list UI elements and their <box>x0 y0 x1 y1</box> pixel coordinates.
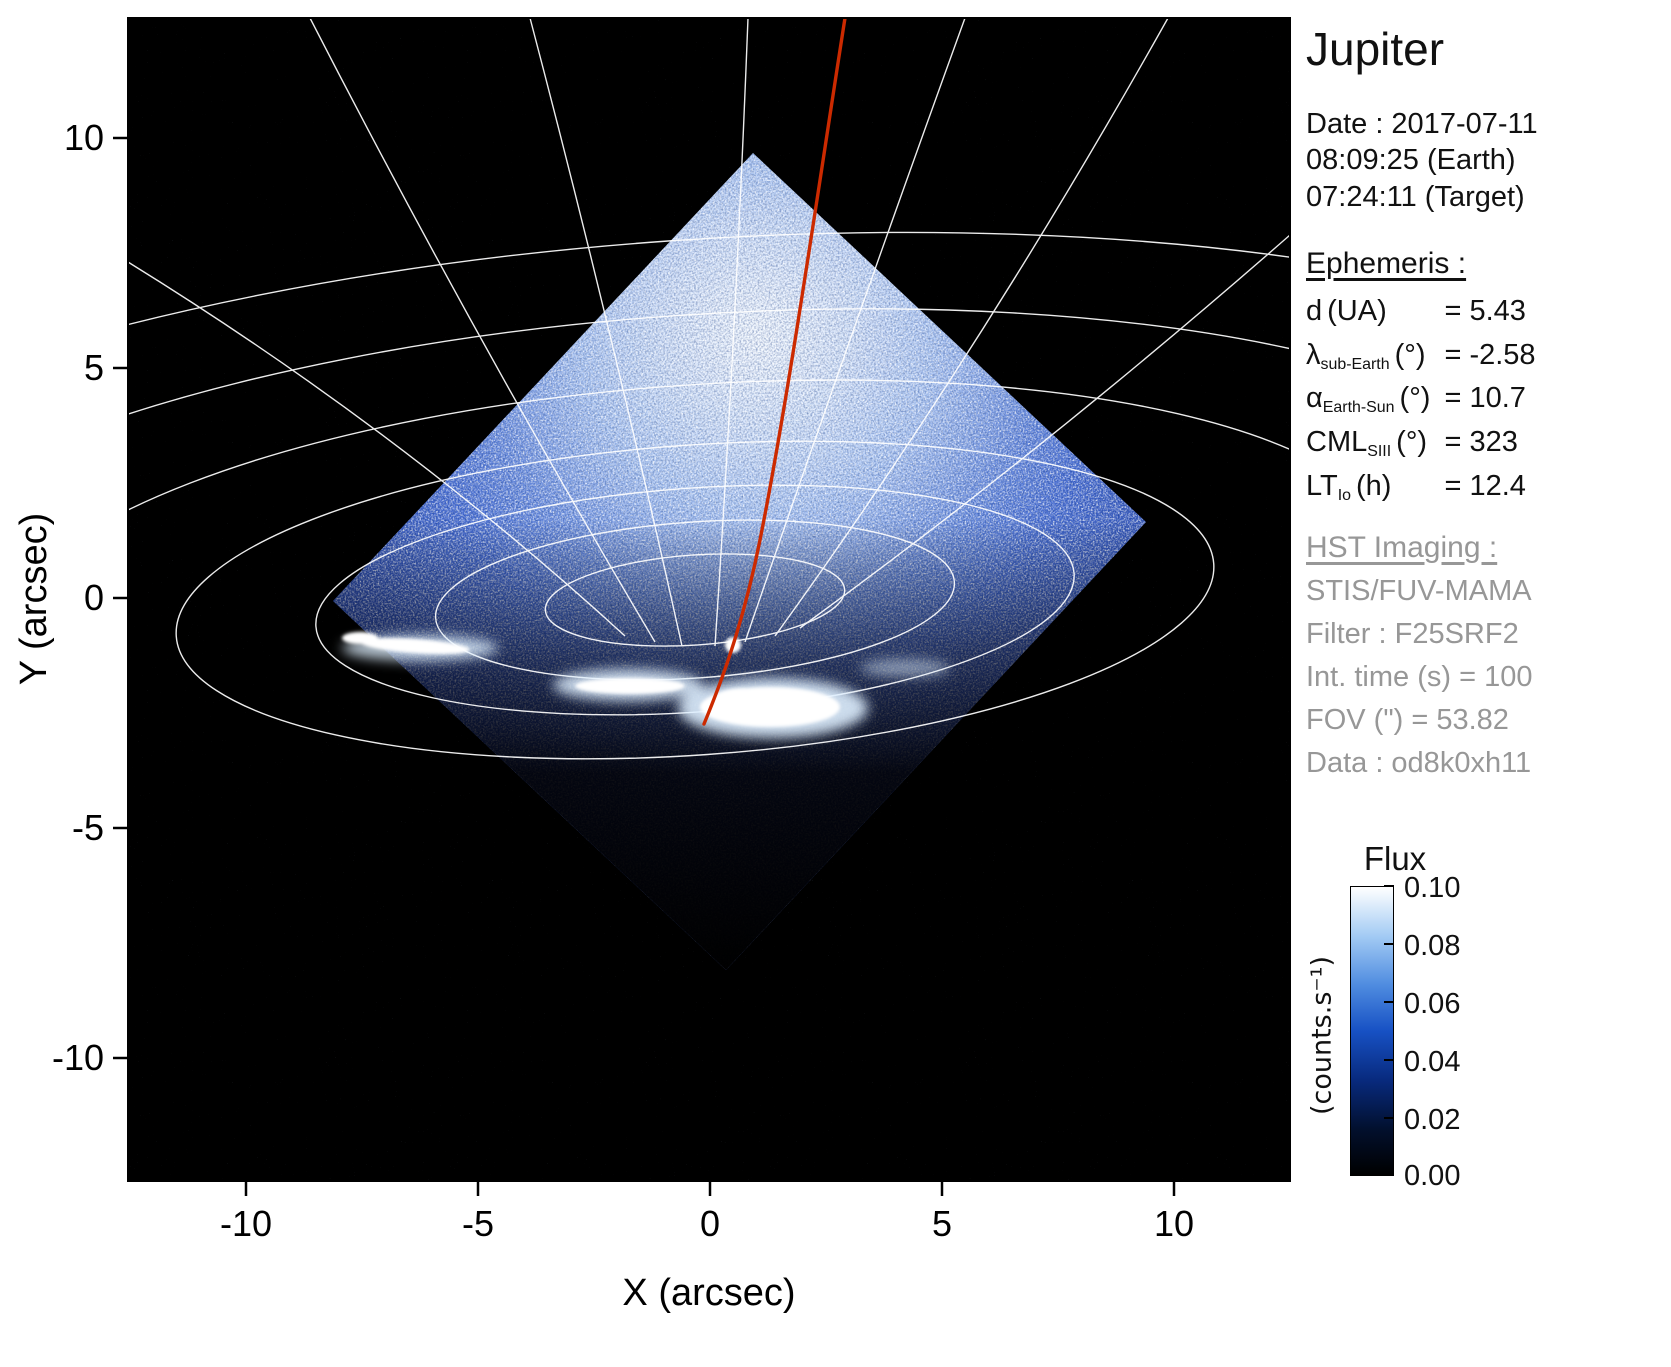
hst-filter: Filter : F25SRF2 <box>1306 617 1519 650</box>
auroral-emission <box>342 632 950 738</box>
colorbar-gradient <box>1350 886 1394 1176</box>
colorbar-tick-label: 0.06 <box>1404 988 1461 1020</box>
x-axis-title: X (arcsec) <box>622 1272 795 1314</box>
target-time-line: 07:24:11 (Target) <box>1306 180 1525 213</box>
colorbar-tick-label: 0.00 <box>1404 1160 1461 1192</box>
colorbar-unit-label: (counts.s⁻¹) <box>1306 955 1338 1116</box>
y-tick-label: 5 <box>84 347 104 388</box>
hst-imaging-header: HST Imaging : <box>1306 530 1498 564</box>
colorbar-tick-label: 0.08 <box>1404 930 1461 962</box>
x-tick-label: 10 <box>1154 1203 1194 1244</box>
colorbar-tick <box>1384 1059 1394 1061</box>
meridian-lines <box>128 18 1290 647</box>
hst-instrument: STIS/FUV-MAMA <box>1306 574 1532 607</box>
ephemeris-value: = -2.58 <box>1444 338 1536 371</box>
y-tick-label: 0 <box>84 577 104 618</box>
ephemeris-label: CMLSIII (°) <box>1306 426 1428 460</box>
ephemeris-value: = 12.4 <box>1444 469 1526 502</box>
hst-fov: FOV (") = 53.82 <box>1306 703 1509 736</box>
y-axis: 10 5 0 -5 -10 Y (arcsec) <box>13 117 104 1078</box>
colorbar-tick <box>1384 1174 1394 1176</box>
target-title: Jupiter <box>1306 23 1445 75</box>
x-tick-label: -10 <box>220 1203 272 1244</box>
y-axis-title: Y (arcsec) <box>13 513 55 685</box>
colorbar-title: Flux <box>1363 840 1427 877</box>
planetary-graticule <box>128 18 1290 760</box>
colorbar-tick-label: 0.04 <box>1404 1046 1461 1078</box>
colorbar-tick <box>1384 943 1394 945</box>
x-tick-label: 0 <box>700 1203 720 1244</box>
io-footprint-track <box>702 18 847 726</box>
y-tick-label: -10 <box>52 1037 104 1078</box>
ephemeris-value: = 5.43 <box>1444 294 1526 327</box>
x-tick-label: 5 <box>932 1203 952 1244</box>
colorbar-tick <box>1384 1117 1394 1119</box>
ephemeris-label: d (UA) <box>1306 294 1387 327</box>
earth-time-line: 08:09:25 (Earth) <box>1306 144 1516 177</box>
date-line: Date : 2017-07-11 <box>1306 108 1538 140</box>
info-panel: Jupiter Date : 2017-07-11 08:09:25 (Eart… <box>1306 0 1666 780</box>
hst-int-time: Int. time (s) = 100 <box>1306 660 1533 693</box>
ephemeris-list: d (UA) = 5.43 λsub-Earth (°) = -2.58 αEart… <box>1306 295 1666 505</box>
x-tick-label: -5 <box>462 1203 494 1244</box>
colorbar-tick-label: 0.10 <box>1404 872 1461 904</box>
ephemeris-label: λsub-Earth (°) <box>1306 338 1426 373</box>
axis-ticks <box>113 136 1176 1196</box>
hst-data-id: Data : od8k0xh11 <box>1306 746 1532 779</box>
ephemeris-header: Ephemeris : <box>1306 246 1467 280</box>
colorbar-tick <box>1384 885 1394 887</box>
ephemeris-value: = 10.7 <box>1444 382 1526 415</box>
y-tick-label: -5 <box>72 807 104 848</box>
hst-imaging-block: HST Imaging : STIS/FUV-MAMA Filter : F25… <box>1306 531 1666 780</box>
plot-area <box>128 18 1290 1181</box>
date-block: Date : 2017-07-11 08:09:25 (Earth) 07:24… <box>1306 106 1666 215</box>
ephemeris-value: = 323 <box>1444 426 1518 459</box>
colorbar-tick-label: 0.02 <box>1404 1104 1461 1136</box>
colorbar-tick <box>1384 1001 1394 1003</box>
x-axis: -10 -5 0 5 10 X (arcsec) <box>220 1203 1194 1314</box>
ephemeris-label: αEarth-Sun (°) <box>1306 382 1431 417</box>
y-tick-label: 10 <box>64 117 104 158</box>
ephemeris-label: LTIo (h) <box>1306 469 1392 504</box>
